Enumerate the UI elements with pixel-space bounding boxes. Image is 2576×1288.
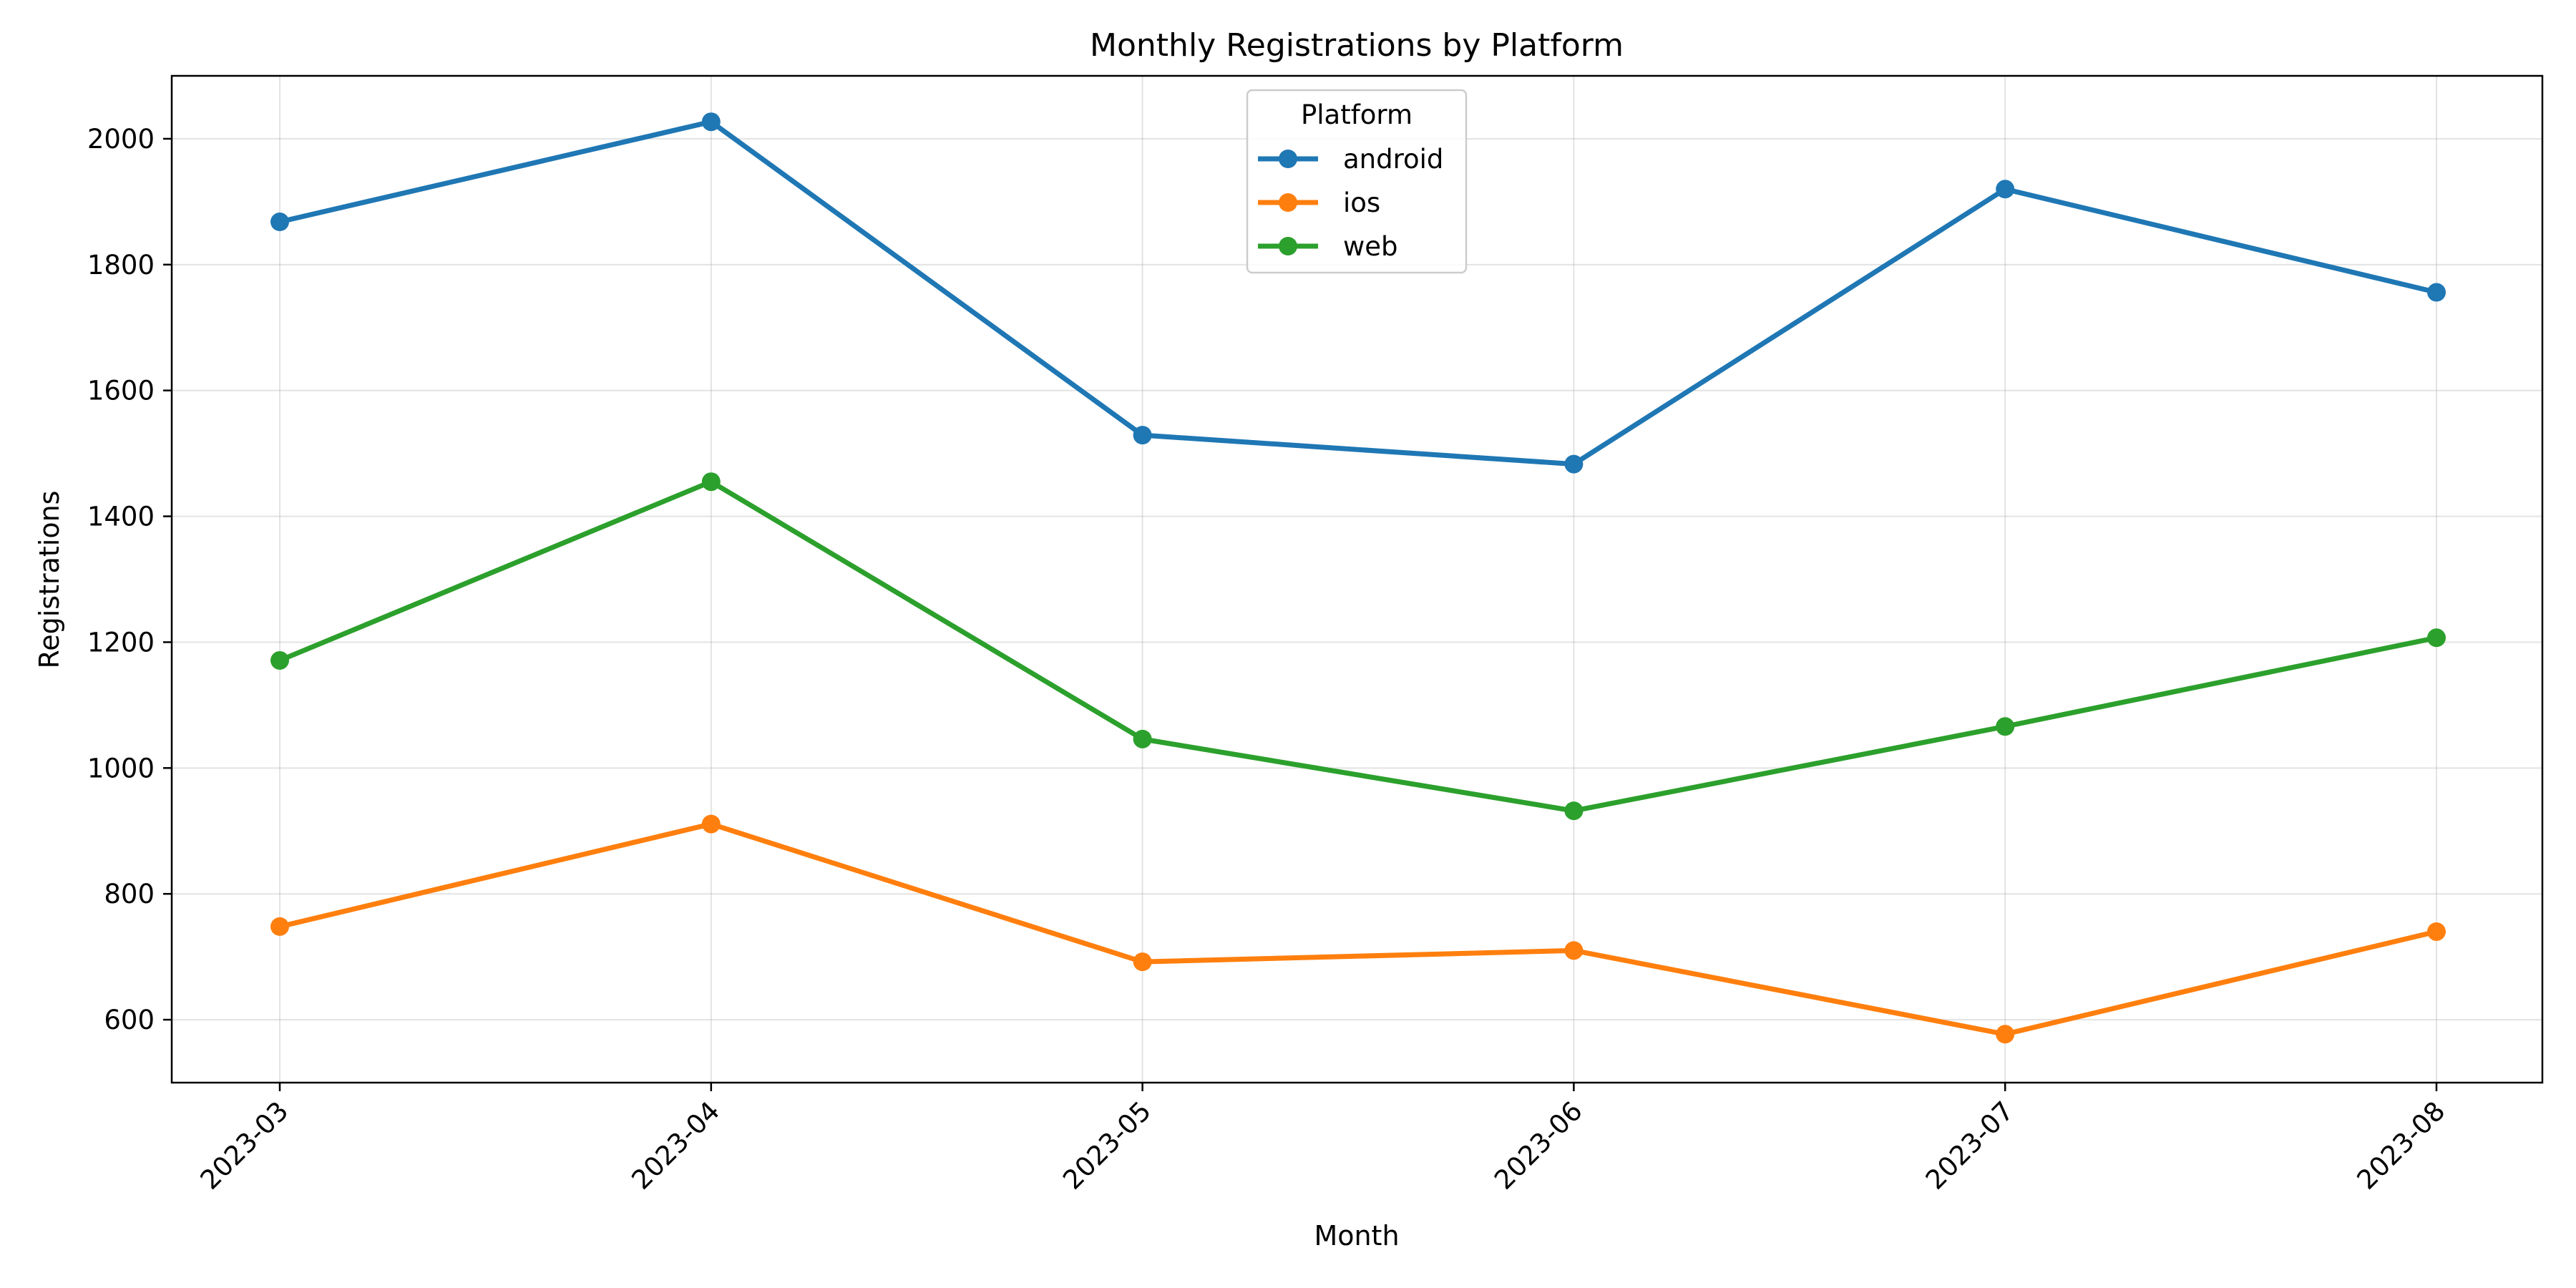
data-point-web bbox=[701, 472, 721, 492]
data-point-web bbox=[270, 650, 289, 670]
data-point-android bbox=[1996, 180, 2015, 199]
chart-title: Monthly Registrations by Platform bbox=[1090, 27, 1624, 64]
y-axis: 600 800 1000 1200 1400 1600 1800 2000 bbox=[87, 124, 172, 1035]
data-point-ios bbox=[1564, 941, 1584, 960]
series-line-web bbox=[277, 479, 2439, 814]
y-tick-label: 800 bbox=[104, 879, 155, 909]
legend-items: android ios web bbox=[1258, 144, 1443, 262]
data-point-android bbox=[1564, 454, 1584, 474]
data-point-ios bbox=[1996, 1025, 2015, 1044]
y-axis-label: Registrations bbox=[34, 491, 65, 669]
y-tick-label: 1800 bbox=[87, 250, 155, 280]
series-group bbox=[270, 112, 2446, 1044]
data-point-android bbox=[2427, 283, 2446, 302]
data-point-ios bbox=[1133, 952, 1152, 972]
y-tick-label: 2000 bbox=[87, 124, 155, 155]
legend-item-ios: ios bbox=[1258, 187, 1380, 218]
data-point-web bbox=[1133, 729, 1152, 748]
legend-label: ios bbox=[1343, 187, 1380, 218]
data-point-web bbox=[1564, 801, 1584, 821]
legend-box bbox=[1246, 89, 1468, 274]
series-ios bbox=[270, 814, 2446, 1044]
legend: Platform android ios web bbox=[1246, 89, 1468, 274]
data-point-android bbox=[270, 213, 289, 232]
data-point-ios bbox=[270, 917, 289, 936]
legend-label: android bbox=[1343, 144, 1443, 175]
legend-title: Platform bbox=[1301, 99, 1413, 130]
legend-marker bbox=[1279, 193, 1297, 212]
series-android bbox=[270, 112, 2446, 474]
y-tick-label: 1600 bbox=[87, 376, 155, 406]
y-tick-label: 1200 bbox=[87, 627, 155, 658]
series-line-ios bbox=[277, 821, 2439, 1037]
series-web bbox=[270, 472, 2446, 821]
data-point-web bbox=[2427, 628, 2446, 648]
y-tick-label: 1000 bbox=[87, 753, 155, 784]
data-point-android bbox=[701, 112, 721, 132]
legend-marker bbox=[1279, 237, 1297, 255]
data-point-ios bbox=[701, 814, 721, 834]
data-point-ios bbox=[2427, 922, 2446, 941]
y-tick-label: 600 bbox=[104, 1005, 155, 1035]
data-point-web bbox=[1996, 717, 2015, 736]
data-point-android bbox=[1133, 426, 1152, 445]
x-axis-label: Month bbox=[1314, 1220, 1399, 1252]
legend-item-web: web bbox=[1258, 231, 1398, 262]
legend-marker bbox=[1279, 150, 1297, 168]
legend-item-android: android bbox=[1258, 144, 1443, 175]
y-tick-label: 1400 bbox=[87, 502, 155, 532]
plot-area-frame bbox=[170, 74, 2544, 1084]
series-line-android bbox=[277, 119, 2439, 467]
legend-label: web bbox=[1343, 231, 1398, 262]
